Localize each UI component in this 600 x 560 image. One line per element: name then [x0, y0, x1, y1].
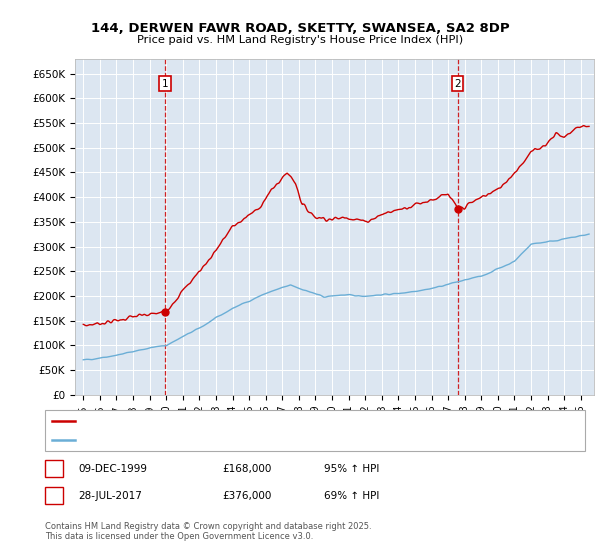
Text: 69% ↑ HPI: 69% ↑ HPI	[324, 491, 379, 501]
Text: 2: 2	[454, 78, 461, 88]
Text: £168,000: £168,000	[222, 464, 271, 474]
Text: 1: 1	[161, 78, 168, 88]
Text: 95% ↑ HPI: 95% ↑ HPI	[324, 464, 379, 474]
Text: Price paid vs. HM Land Registry's House Price Index (HPI): Price paid vs. HM Land Registry's House …	[137, 35, 463, 45]
Text: HPI: Average price, detached house, Swansea: HPI: Average price, detached house, Swan…	[80, 435, 304, 445]
Text: 144, DERWEN FAWR ROAD, SKETTY, SWANSEA, SA2 8DP: 144, DERWEN FAWR ROAD, SKETTY, SWANSEA, …	[91, 22, 509, 35]
Text: 09-DEC-1999: 09-DEC-1999	[78, 464, 147, 474]
Text: 28-JUL-2017: 28-JUL-2017	[78, 491, 142, 501]
Text: 144, DERWEN FAWR ROAD, SKETTY, SWANSEA, SA2 8DP (detached house): 144, DERWEN FAWR ROAD, SKETTY, SWANSEA, …	[80, 417, 444, 426]
Text: 1: 1	[50, 464, 58, 474]
Text: £376,000: £376,000	[222, 491, 271, 501]
Text: Contains HM Land Registry data © Crown copyright and database right 2025.
This d: Contains HM Land Registry data © Crown c…	[45, 522, 371, 542]
Text: 2: 2	[50, 491, 58, 501]
